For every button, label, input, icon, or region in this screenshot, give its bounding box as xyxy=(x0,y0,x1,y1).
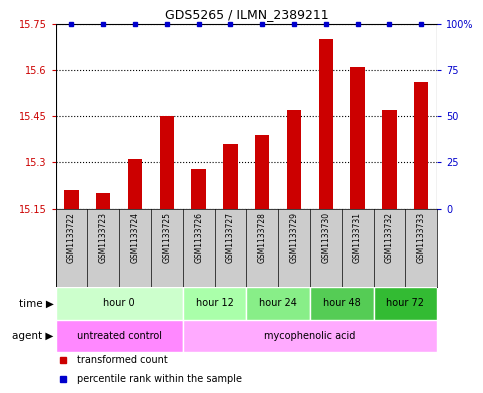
Text: GSM1133728: GSM1133728 xyxy=(258,212,267,263)
Bar xyxy=(183,320,437,352)
Text: mycophenolic acid: mycophenolic acid xyxy=(264,331,355,341)
Bar xyxy=(373,287,437,320)
Text: GSM1133732: GSM1133732 xyxy=(385,212,394,263)
Title: GDS5265 / ILMN_2389211: GDS5265 / ILMN_2389211 xyxy=(165,8,328,21)
Text: hour 48: hour 48 xyxy=(323,298,361,309)
Bar xyxy=(96,193,111,209)
Bar xyxy=(56,287,183,320)
Bar xyxy=(246,287,310,320)
Text: agent ▶: agent ▶ xyxy=(12,331,54,341)
Text: GSM1133723: GSM1133723 xyxy=(99,212,108,263)
Bar xyxy=(382,110,397,209)
Bar xyxy=(183,287,246,320)
Bar xyxy=(64,190,79,209)
Text: hour 24: hour 24 xyxy=(259,298,297,309)
Bar xyxy=(191,169,206,209)
Text: GSM1133722: GSM1133722 xyxy=(67,212,76,263)
Bar xyxy=(287,110,301,209)
Bar xyxy=(255,135,270,209)
Text: percentile rank within the sample: percentile rank within the sample xyxy=(76,375,242,384)
Text: GSM1133725: GSM1133725 xyxy=(162,212,171,263)
Text: hour 0: hour 0 xyxy=(103,298,135,309)
Text: GSM1133729: GSM1133729 xyxy=(289,212,298,263)
Text: GSM1133731: GSM1133731 xyxy=(353,212,362,263)
Bar xyxy=(223,144,238,209)
Bar xyxy=(128,159,142,209)
Text: untreated control: untreated control xyxy=(77,331,162,341)
Bar xyxy=(319,39,333,209)
Text: GSM1133733: GSM1133733 xyxy=(417,212,426,263)
Text: time ▶: time ▶ xyxy=(19,298,54,309)
Text: GSM1133724: GSM1133724 xyxy=(130,212,140,263)
Text: GSM1133730: GSM1133730 xyxy=(321,212,330,263)
Bar xyxy=(310,287,373,320)
Bar xyxy=(351,67,365,209)
Text: GSM1133726: GSM1133726 xyxy=(194,212,203,263)
Text: hour 12: hour 12 xyxy=(196,298,233,309)
Text: hour 72: hour 72 xyxy=(386,298,425,309)
Text: GSM1133727: GSM1133727 xyxy=(226,212,235,263)
Bar xyxy=(56,320,183,352)
Text: transformed count: transformed count xyxy=(76,355,167,365)
Bar xyxy=(160,116,174,209)
Bar xyxy=(414,82,428,209)
